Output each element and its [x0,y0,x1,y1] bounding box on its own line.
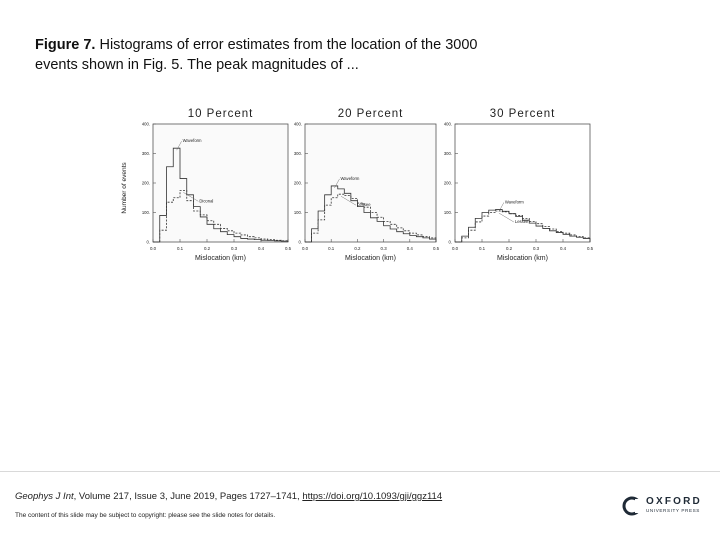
series-label: Lessee [515,219,529,224]
panel-title: 30 Percent [490,108,556,120]
caption-text: Histograms of error estimates from the l… [35,37,478,73]
histogram-series-lessee [305,193,437,243]
x-tick-label: 0.1 [479,246,486,251]
x-tick-label: 0.5 [433,246,440,251]
y-tick-label: 200. [444,181,452,186]
journal-name: Geophys J Int [15,491,74,502]
doi-link[interactable]: https://doi.org/10.1093/gji/ggz114 [302,491,443,502]
y-tick-label: 300. [444,151,452,156]
x-tick-label: 0.0 [452,246,459,251]
x-tick-label: 0.2 [506,246,513,251]
y-tick-label: 0. [449,240,453,245]
oup-emblem-icon [622,496,642,516]
x-tick-label: 0.3 [231,246,238,251]
citation: Geophys J Int, Volume 217, Issue 3, June… [15,491,442,502]
citation-details: , Volume 217, Issue 3, June 2019, Pages … [73,491,300,502]
annotation-leader [176,141,182,151]
histogram-series-waveform [455,209,591,243]
y-tick-label: 0. [147,240,151,245]
y-tick-label: 400. [294,122,302,127]
plot-frame [304,123,437,243]
histogram-figure: 10 Percent 0. 100. 200. 300. 400. 0.0 0.1 0.2 0.3… [120,100,600,270]
panel-title: 20 Percent [338,108,404,120]
x-tick-label: 0.0 [150,246,157,251]
x-tick-label: 0.1 [177,246,184,251]
y-tick-label: 100. [294,210,302,215]
x-axis-label: Mislocation (km) [345,255,396,262]
logo-press: UNIVERSITY PRESS [646,508,700,513]
x-axis-label: Mislocation (km) [195,255,246,262]
histogram-series-lessee [455,210,591,243]
annotation-leader [183,192,199,202]
copyright-notice: The content of this slide may be subject… [15,512,276,519]
annotation-leader [498,212,514,223]
y-tick-label: 300. [142,151,150,156]
series-label: Diconal [199,198,213,203]
y-tick-label: 300. [294,151,302,156]
x-tick-label: 0.0 [302,246,309,251]
x-tick-label: 0.4 [560,246,567,251]
x-tick-label: 0.4 [258,246,265,251]
figure-label: Figure 7. [35,37,96,53]
y-tick-label: 0. [299,240,303,245]
x-tick-label: 0.4 [407,246,414,251]
y-tick-label: 200. [294,181,302,186]
x-tick-label: 0.3 [381,246,388,251]
y-tick-label: 400. [444,122,452,127]
annotation-leader [498,202,505,212]
series-label: Waveform [340,176,359,181]
y-tick-label: 400. [142,122,150,127]
annotation-leader [340,196,357,206]
panel-title: 10 Percent [188,108,254,120]
histogram-series-diconal [153,189,289,243]
y-tick-label: 100. [142,210,150,215]
series-label: Lessee [357,202,371,207]
x-tick-label: 0.5 [587,246,594,251]
logo-name: OXFORD [646,496,702,507]
histogram-series-waveform [305,185,437,243]
x-axis-label: Mislocation (km) [497,255,548,262]
x-tick-label: 0.2 [354,246,361,251]
y-tick-label: 200. [142,181,150,186]
plot-frame [152,123,289,243]
series-label: Waveform [505,200,524,205]
x-tick-label: 0.5 [285,246,292,251]
y-tick-label: 100. [444,210,452,215]
figure-caption: Figure 7. Histograms of error estimates … [35,35,505,75]
x-tick-label: 0.3 [533,246,540,251]
y-axis-label: Number of events [121,162,128,214]
series-label: Waveform [183,138,202,143]
x-tick-label: 0.1 [328,246,335,251]
x-tick-label: 0.2 [204,246,211,251]
oxford-logo: OXFORD UNIVERSITY PRESS [622,494,712,520]
annotation-leader [334,178,340,189]
footer-divider [0,471,720,472]
